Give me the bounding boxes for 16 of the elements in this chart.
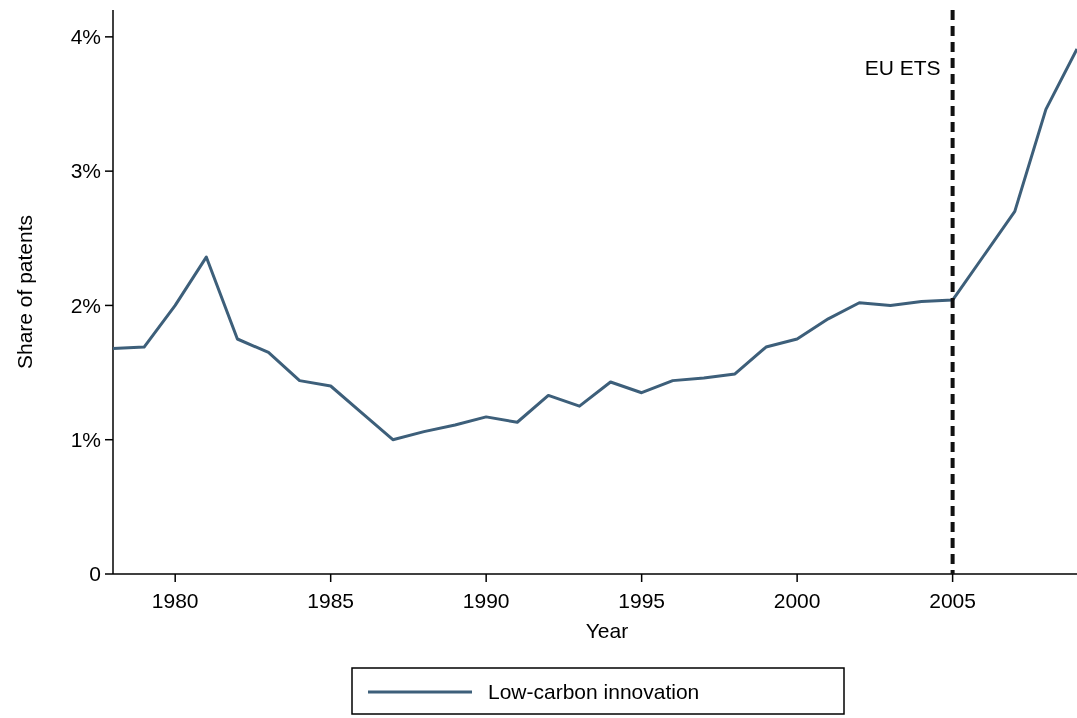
x-tick-label: 2005 [929,589,976,612]
x-tick-label: 1990 [462,589,510,612]
x-tick-label: 2000 [773,589,821,612]
x-tick-label: 1980 [151,589,199,612]
legend-label: Low-carbon innovation [488,680,700,704]
x-axis-title: Year [585,619,629,642]
y-tick-label: 4% [70,25,101,49]
y-tick-label: 3% [70,159,101,183]
x-tick-label: 1995 [618,589,665,612]
y-tick-label: 1% [70,428,101,452]
x-tick-label: 1985 [307,589,355,612]
ref-line-label: EU ETS [864,56,941,79]
y-tick-label: 2% [70,293,101,317]
line-series [113,47,1077,442]
y-axis-title: Share of patents [13,214,36,370]
y-tick-label: 0 [89,562,101,586]
